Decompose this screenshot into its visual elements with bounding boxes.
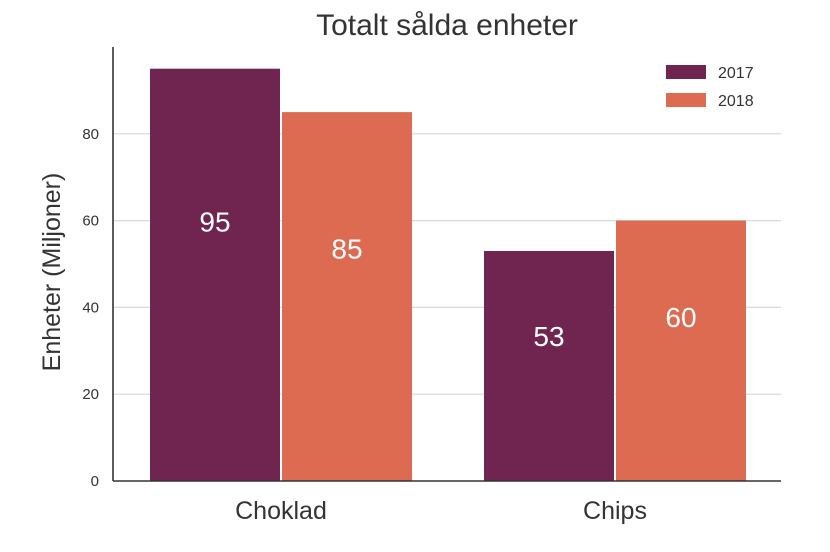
y-tick-label: 80 [82, 126, 99, 143]
legend-label: 2018 [718, 93, 754, 110]
data-label: 60 [665, 302, 696, 333]
data-label: 95 [199, 206, 230, 237]
y-tick-label: 40 [82, 299, 99, 316]
y-axis-label: Enheter (Miljoner) [38, 173, 66, 372]
legend-swatch-2018 [666, 93, 706, 107]
y-tick-label: 20 [82, 386, 99, 403]
y-tick-labels: 0 20 40 60 80 [82, 126, 99, 490]
y-tick-label: 0 [91, 473, 99, 490]
data-label: 53 [533, 321, 564, 352]
data-label: 85 [331, 234, 362, 265]
x-tick-labels: Choklad Chips [235, 497, 647, 525]
bars [150, 68, 746, 481]
bar-chips-2017 [484, 250, 614, 481]
axes [112, 47, 781, 482]
bar-choklad-2017 [150, 68, 280, 481]
bar-choklad-2018 [282, 112, 412, 481]
legend-swatch-2017 [666, 65, 706, 79]
y-tick-label: 60 [82, 213, 99, 230]
x-tick-label: Chips [583, 497, 647, 525]
legend-label: 2017 [718, 65, 754, 82]
bar-chips-2018 [616, 220, 746, 481]
x-tick-label: Choklad [235, 497, 327, 525]
legend: 2017 2018 [666, 65, 754, 110]
data-labels: 95 85 53 60 [199, 206, 696, 352]
chart-title: Totalt sålda enheter [316, 9, 578, 42]
